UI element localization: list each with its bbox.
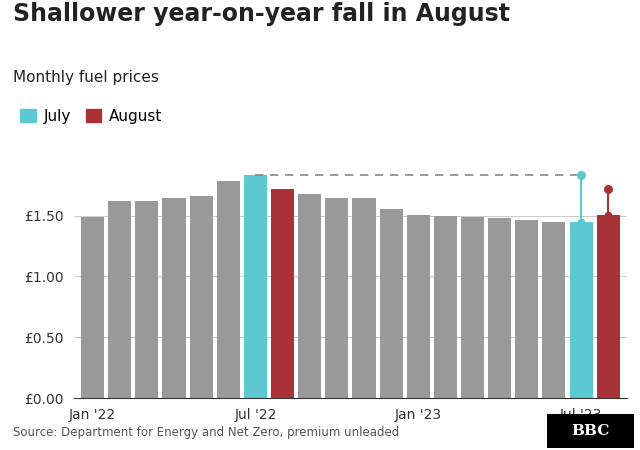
Bar	[244, 175, 267, 398]
Bar	[488, 218, 511, 398]
Bar	[271, 189, 294, 398]
Bar	[189, 196, 212, 398]
Bar	[596, 215, 620, 398]
Bar	[380, 209, 403, 398]
Bar	[461, 217, 484, 398]
Text: Source: Department for Energy and Net Zero, premium unleaded: Source: Department for Energy and Net Ze…	[13, 426, 399, 439]
Bar	[406, 215, 430, 398]
Bar	[298, 194, 321, 398]
Bar	[570, 222, 593, 398]
Bar	[163, 198, 186, 398]
Bar	[434, 216, 457, 398]
Text: BBC: BBC	[572, 424, 609, 438]
Bar	[515, 220, 538, 398]
Bar	[325, 198, 348, 398]
Text: Monthly fuel prices: Monthly fuel prices	[13, 70, 159, 85]
Legend: July, August: July, August	[20, 109, 163, 124]
Text: Shallower year-on-year fall in August: Shallower year-on-year fall in August	[13, 2, 510, 26]
Bar	[542, 222, 566, 398]
Bar	[135, 201, 159, 398]
Bar	[217, 180, 240, 398]
Bar	[108, 201, 131, 398]
Bar	[81, 216, 104, 398]
Bar	[353, 198, 376, 398]
